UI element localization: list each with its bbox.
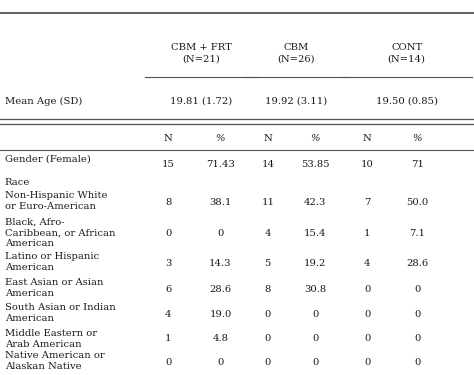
Text: 4: 4 [364,259,371,268]
Text: East Asian or Asian
American: East Asian or Asian American [5,278,103,298]
Text: Race: Race [5,178,30,187]
Text: 8: 8 [264,285,271,294]
Text: 0: 0 [364,285,371,294]
Text: 28.6: 28.6 [210,285,231,294]
Text: 6: 6 [165,285,172,294]
Text: 5: 5 [264,259,271,268]
Text: 3: 3 [165,259,172,268]
Text: 0: 0 [312,310,319,319]
Text: 42.3: 42.3 [304,198,327,207]
Text: %: % [412,134,422,142]
Text: Non-Hispanic White
or Euro-American: Non-Hispanic White or Euro-American [5,191,107,211]
Text: 19.50 (0.85): 19.50 (0.85) [376,97,438,106]
Text: 0: 0 [364,358,371,367]
Text: CBM
(N=26): CBM (N=26) [277,43,315,63]
Text: 19.92 (3.11): 19.92 (3.11) [265,97,328,106]
Text: 0: 0 [364,310,371,319]
Text: 19.0: 19.0 [209,310,232,319]
Text: 28.6: 28.6 [406,259,428,268]
Text: 4.8: 4.8 [212,334,228,343]
Text: 15.4: 15.4 [304,229,327,238]
Text: N: N [164,134,173,142]
Text: 19.81 (1.72): 19.81 (1.72) [170,97,233,106]
Text: Black, Afro-
Caribbean, or African
American: Black, Afro- Caribbean, or African Ameri… [5,218,115,248]
Text: 10: 10 [361,160,374,169]
Text: 19.2: 19.2 [304,259,327,268]
Text: %: % [310,134,320,142]
Text: 0: 0 [165,358,172,367]
Text: Latino or Hispanic
American: Latino or Hispanic American [5,252,99,272]
Text: 0: 0 [414,285,420,294]
Text: 11: 11 [261,198,274,207]
Text: 0: 0 [264,334,271,343]
Text: 15: 15 [162,160,175,169]
Text: %: % [216,134,225,142]
Text: 0: 0 [364,334,371,343]
Text: 0: 0 [217,229,224,238]
Text: CONT
(N=14): CONT (N=14) [388,43,426,63]
Text: 1: 1 [364,229,371,238]
Text: 0: 0 [414,358,420,367]
Text: 71.43: 71.43 [206,160,235,169]
Text: 14.3: 14.3 [209,259,232,268]
Text: 0: 0 [312,358,319,367]
Text: 4: 4 [165,310,172,319]
Text: 8: 8 [165,198,172,207]
Text: 0: 0 [165,229,172,238]
Text: 0: 0 [414,334,420,343]
Text: N: N [264,134,272,142]
Text: 38.1: 38.1 [209,198,232,207]
Text: CBM + FRT
(N=21): CBM + FRT (N=21) [171,43,232,63]
Text: 50.0: 50.0 [406,198,428,207]
Text: 53.85: 53.85 [301,160,329,169]
Text: 0: 0 [312,334,319,343]
Text: N: N [363,134,372,142]
Text: 0: 0 [217,358,224,367]
Text: Middle Eastern or
Arab American: Middle Eastern or Arab American [5,329,97,349]
Text: 4: 4 [264,229,271,238]
Text: 0: 0 [264,358,271,367]
Text: 30.8: 30.8 [304,285,326,294]
Text: Gender (Female): Gender (Female) [5,154,91,164]
Text: 0: 0 [414,310,420,319]
Text: 71: 71 [410,160,424,169]
Text: 0: 0 [264,310,271,319]
Text: 7.1: 7.1 [409,229,425,238]
Text: Native American or
Alaskan Native: Native American or Alaskan Native [5,351,104,371]
Text: South Asian or Indian
American: South Asian or Indian American [5,303,116,323]
Text: 7: 7 [364,198,371,207]
Text: Mean Age (SD): Mean Age (SD) [5,97,82,106]
Text: 14: 14 [261,160,274,169]
Text: 1: 1 [165,334,172,343]
